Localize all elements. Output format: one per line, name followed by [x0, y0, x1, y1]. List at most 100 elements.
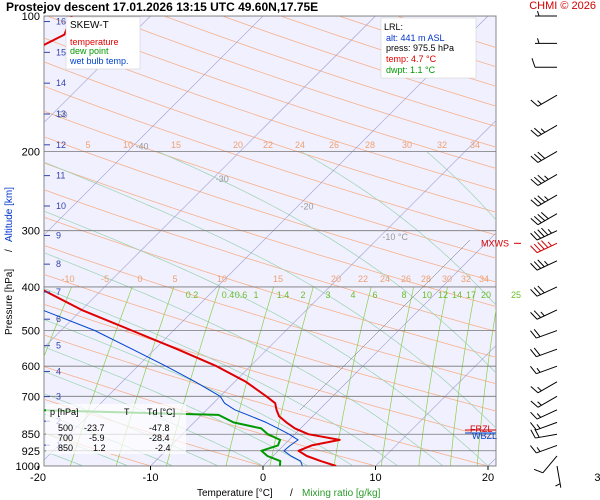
wind-barb-shaft: [536, 444, 558, 454]
level-table-background: [46, 404, 186, 454]
wind-barb-shaft: [542, 455, 558, 474]
wind-barb-feather: [530, 232, 538, 241]
isotherm-label: -50: [54, 110, 67, 120]
pressure-tick-label: 400: [22, 282, 40, 294]
dry-adiabat-line: [44, 189, 496, 332]
wind-barb-shaft: [537, 174, 558, 186]
isotherm-line: [375, 345, 496, 466]
wind-barb-feather: [530, 411, 538, 420]
theta-label: 22: [263, 140, 273, 150]
mixing-ratio-line: [44, 286, 72, 358]
theta-label: 24: [295, 140, 305, 150]
temperature-line: [44, 16, 341, 466]
mixing-ratio-label: 17: [466, 290, 476, 300]
wind-barb-shaft: [537, 124, 558, 137]
altitude-tick-label: 3: [56, 392, 61, 402]
temperature-tick-label: 0: [260, 472, 266, 484]
dry-adiabat-line: [44, 244, 496, 385]
wind-barb-half-feather: [537, 386, 542, 392]
mixing-ratio-label: 0.6: [235, 290, 248, 300]
altitude-tick-label: 6: [56, 314, 61, 324]
legend-wetbulb: wet bulb temp.: [69, 56, 129, 66]
wind-barb-shaft: [537, 194, 558, 207]
wind-barb: [530, 444, 558, 454]
dry-adiabat-line: [44, 366, 378, 466]
wind-barb: [530, 381, 558, 394]
wind-barb: [530, 212, 558, 226]
dry-adiabat-line: [44, 61, 496, 213]
wind-barb-shaft: [537, 381, 558, 394]
wind-barb: [530, 94, 558, 107]
wind-barb-feather: [533, 127, 542, 135]
wind-barb-feather: [530, 245, 538, 253]
theta-label: 15: [171, 140, 181, 150]
mixing-ratio-label: 12: [438, 290, 448, 300]
wind-barb: [530, 365, 558, 375]
dry-adiabat-line: [44, 334, 490, 466]
wind-barb-half-feather: [537, 10, 540, 17]
altitude-tick-label: 8: [56, 259, 61, 269]
wind-barb-feather: [530, 400, 539, 408]
wind-barb-feather: [530, 445, 537, 454]
theta-label: 10: [217, 274, 227, 284]
wind-barb-shaft: [537, 94, 558, 107]
wind-barb: [530, 285, 558, 297]
theta-label: -5: [101, 274, 109, 284]
theta-label: 15: [273, 274, 283, 284]
wind-barb-half-feather: [544, 260, 549, 266]
wind-barb-half-feather: [537, 100, 542, 105]
dry-adiabat-line: [44, 85, 496, 236]
wind-barb-feather: [534, 428, 540, 438]
pressure-tick-label: 925: [22, 446, 40, 458]
theta-label: 26: [329, 140, 339, 150]
wind-barb-feather: [530, 429, 536, 439]
wind-barb: [530, 428, 558, 439]
theta-label: 10: [123, 140, 133, 150]
pressure-tick-label: 1000: [16, 461, 40, 473]
wind-barb-feather: [537, 151, 546, 159]
mixing-ratio-label: 8: [401, 290, 406, 300]
theta-label: 24: [380, 274, 390, 284]
table-row-500-t: -23.7: [84, 423, 105, 433]
altitude-tick-label: 13: [56, 109, 66, 119]
wind-barb-feather: [530, 178, 539, 186]
dry-adiabat-line: [44, 273, 496, 412]
table-row-500-p: 500: [58, 423, 73, 433]
wind-barb-feather: [530, 155, 539, 163]
mixing-ratio-line: [582, 287, 594, 476]
table-row-700-p: 700: [58, 433, 73, 443]
isotherm-label: -10 °C: [382, 232, 408, 242]
table-row-500-td: -47.8: [149, 423, 170, 433]
wind-barb-feather: [533, 176, 542, 184]
wind-barb: [530, 421, 558, 431]
wind-barb-shaft: [536, 421, 558, 431]
mixing-ratio-line: [380, 286, 415, 466]
pressure-tick-label: 700: [22, 391, 40, 403]
legend-temperature: temperature: [70, 37, 119, 47]
mixing-ratio-label: 2: [300, 290, 305, 300]
wind-barb-feather: [530, 129, 539, 137]
theta-label: 0: [137, 274, 142, 284]
wind-barb: [530, 174, 558, 186]
pressure-tick-label: 100: [22, 11, 40, 23]
legend: SKEW-T temperature dew point wet bulb te…: [65, 16, 141, 70]
wind-barb-half-feather: [555, 483, 561, 487]
wind-barb-feather: [537, 242, 545, 250]
theta-label: 28: [365, 140, 375, 150]
frzl-marker-label: FRZL: [470, 424, 493, 434]
mixing-ratio-line: [269, 286, 314, 466]
wind-barb: [530, 309, 558, 320]
x-axis-title-temperature: Temperature [°C]: [197, 488, 273, 499]
wind-barb-feather: [533, 243, 542, 252]
pressure-tick-label: 850: [22, 429, 40, 441]
wind-barb-feather: [533, 468, 544, 474]
altitude-tick-label: 14: [56, 78, 66, 88]
copyright-label: CHMI © 2026: [529, 0, 596, 12]
wind-barb: [530, 259, 558, 271]
wind-barb-feather: [530, 365, 537, 375]
chart-title: Prostejov descent 17.01.2026 13:15 UTC 4…: [6, 0, 319, 14]
wind-barb-feather: [530, 330, 537, 339]
table-row-850-t: 1.2: [93, 443, 106, 453]
mixing-ratio-label: 14: [452, 290, 462, 300]
lrl-box: LRL: alt: 441 m ASL press: 975.5 hPa tem…: [380, 17, 477, 79]
